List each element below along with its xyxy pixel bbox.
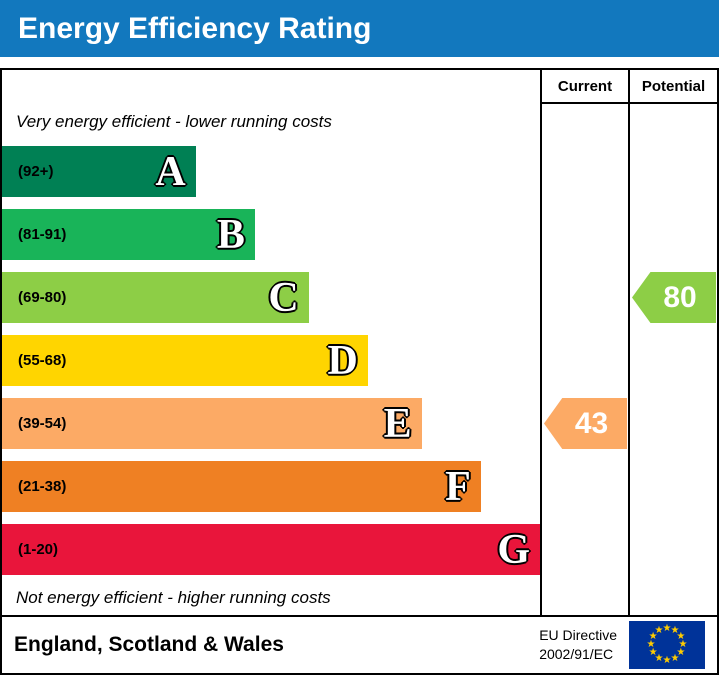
current-column-header: Current [542,70,628,104]
band-bar-e: (39-54) E [2,398,422,449]
potential-column: Potential 80 [628,70,717,615]
band-bar-f: (21-38) F [2,461,481,512]
eu-star-icon: ★ [676,647,686,658]
potential-arrow: 80 [632,272,716,323]
eu-flag: ★ ★ ★ ★ ★ ★ ★ ★ ★ ★ ★ ★ [629,621,705,669]
band-row-g: (1-20) G [2,518,540,581]
band-range: (39-54) [18,415,67,432]
band-bar-d: (55-68) D [2,335,368,386]
band-letter: A [155,148,186,195]
band-letter: F [445,463,471,510]
band-bar-c: (69-80) C [2,272,309,323]
band-letter: C [268,274,299,321]
eu-star-icon: ★ [662,623,672,634]
band-row-f: (21-38) F [2,455,540,518]
band-range: (1-20) [18,541,59,558]
eu-star-icon: ★ [678,639,688,650]
band-bar-g: (1-20) G [2,524,540,575]
band-letter: D [327,337,358,384]
band-range: (69-80) [18,289,67,306]
page-title: Energy Efficiency Rating [18,11,372,45]
potential-column-header: Potential [630,70,717,104]
band-range: (92+) [18,163,54,180]
eu-directive-line2: 2002/91/EC [539,646,614,662]
eu-directive-line1: EU Directive [539,627,617,644]
band-range: (55-68) [18,352,67,369]
eu-star-icon: ★ [648,631,658,642]
bands-column: Very energy efficient - lower running co… [2,70,540,615]
band-range: (21-38) [18,478,67,495]
eu-star-icon: ★ [648,647,658,658]
band-row-c: (69-80) C [2,266,540,329]
potential-arrow-area: 80 [630,104,717,615]
eu-star-icon: ★ [654,625,664,637]
header-spacer [2,70,540,104]
eu-star-icon: ★ [646,639,656,650]
top-note: Very energy efficient - lower running co… [16,112,332,131]
band-row-b: (81-91) B [2,203,540,266]
eu-star-icon: ★ [670,625,680,637]
eu-directive-label: EU Directive 2002/91/EC [539,626,617,664]
eu-star-icon: ★ [654,652,664,664]
footer: England, Scotland & Wales EU Directive 2… [2,615,717,673]
band-row-e: (39-54) E [2,392,540,455]
band-row-a: (92+) A [2,140,540,203]
band-range: (81-91) [18,226,67,243]
current-arrow-area: 43 [542,104,628,615]
bottom-note: Not energy efficient - higher running co… [16,588,331,607]
current-arrow: 43 [544,398,627,449]
band-letter: E [383,400,412,447]
band-row-d: (55-68) D [2,329,540,392]
band-bar-b: (81-91) B [2,209,255,260]
current-value: 43 [574,406,609,440]
chart-area: Very energy efficient - lower running co… [2,70,717,615]
region-label: England, Scotland & Wales [14,633,284,656]
band-letter: G [497,526,530,573]
eu-star-icon: ★ [676,631,686,642]
title-bar: Energy Efficiency Rating [0,0,719,57]
potential-value: 80 [663,280,697,314]
eu-star-icon: ★ [662,655,672,666]
rating-chart: Very energy efficient - lower running co… [0,68,719,675]
band-bar-a: (92+) A [2,146,196,197]
current-column: Current 43 [540,70,628,615]
band-letter: B [216,211,245,258]
eu-star-icon: ★ [670,652,680,664]
